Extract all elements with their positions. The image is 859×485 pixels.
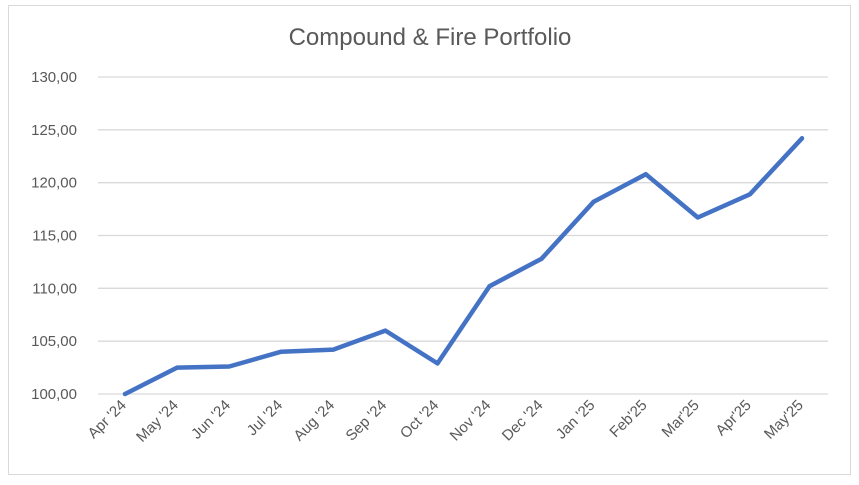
x-tick-label: May '24 <box>133 397 182 446</box>
data-point <box>175 365 180 370</box>
data-point <box>695 215 700 220</box>
x-tick-label: May'25 <box>761 397 807 443</box>
data-point <box>279 349 284 354</box>
y-tick-label: 125,00 <box>31 122 77 139</box>
chart-title: Compound & Fire Portfolio <box>289 24 572 51</box>
x-tick-label: Jan '25 <box>553 397 599 443</box>
data-point <box>643 172 648 177</box>
x-tick-label: Dec '24 <box>499 397 547 445</box>
y-tick-label: 120,00 <box>31 175 77 192</box>
y-tick-label: 100,00 <box>31 386 77 403</box>
data-point <box>123 392 127 396</box>
x-tick-label: Jul '24 <box>244 397 286 439</box>
y-tick-label: 130,00 <box>31 69 77 86</box>
data-point <box>539 256 544 261</box>
y-tick-label: 115,00 <box>32 228 77 245</box>
x-tick-label: Aug '24 <box>290 397 338 445</box>
x-tick-label: Apr '24 <box>85 397 130 442</box>
data-point <box>435 361 440 366</box>
data-point <box>487 284 492 289</box>
series-layer <box>122 136 805 397</box>
x-tick-label: Feb'25 <box>606 397 650 441</box>
gridlines <box>98 76 828 395</box>
data-point <box>331 347 336 352</box>
data-point <box>747 192 752 197</box>
chart-frame <box>8 5 851 475</box>
x-tick-label: Jun '24 <box>188 397 234 443</box>
data-point <box>383 328 388 333</box>
x-tick-label: Apr'25 <box>712 397 754 439</box>
x-axis-ticks: Apr '24 May '24 Jun '24 Jul '24 Aug '24 Sep '… <box>85 397 807 446</box>
x-tick-label: Mar'25 <box>659 397 703 441</box>
x-tick-label: Sep '24 <box>343 397 391 445</box>
data-point <box>800 136 804 141</box>
y-tick-label: 110,00 <box>32 280 77 297</box>
x-tick-label: Nov '24 <box>447 397 495 445</box>
data-point <box>591 199 596 204</box>
data-point <box>227 364 232 369</box>
x-tick-label: Oct '24 <box>397 397 442 442</box>
y-tick-label: 105,00 <box>31 333 77 350</box>
y-axis-ticks: 100,00 105,00 110,00 115,00 120,00 125,00 130,… <box>31 69 77 403</box>
series-line <box>122 136 805 397</box>
